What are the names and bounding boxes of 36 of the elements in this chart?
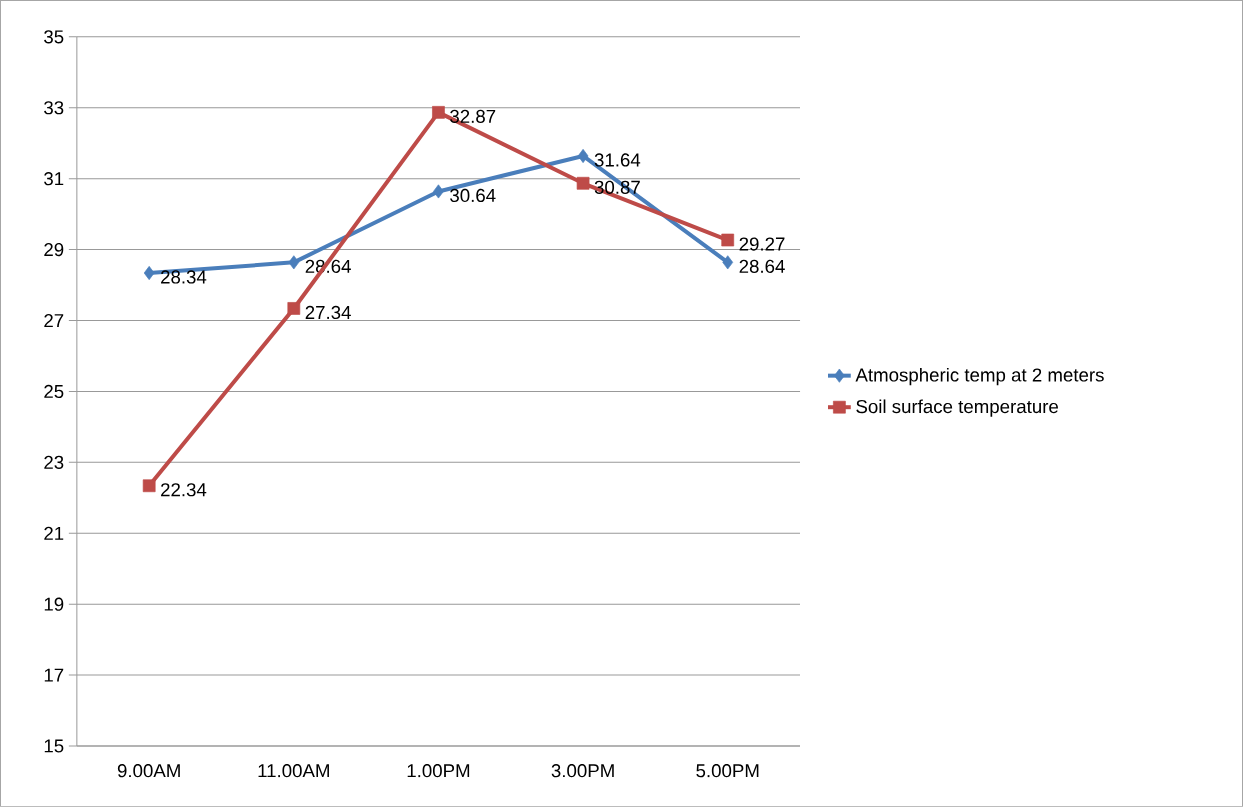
x-tick-label: 11.00AM bbox=[258, 764, 329, 778]
x-tick-label: 3.00PM bbox=[551, 764, 614, 778]
point bbox=[577, 149, 589, 164]
x-tick-label: 5.00PM bbox=[696, 764, 759, 778]
y-tick-label: 35 bbox=[44, 30, 64, 44]
y-tick-label: 15 bbox=[44, 739, 64, 753]
y-tick-label: 21 bbox=[44, 526, 64, 540]
y-tick-label: 23 bbox=[44, 455, 64, 470]
data-label: 27.34 bbox=[305, 305, 351, 320]
y-tick-label: 29 bbox=[44, 243, 64, 257]
point bbox=[288, 255, 300, 270]
y-tick-label: 17 bbox=[44, 668, 64, 682]
data-label: 29.27 bbox=[739, 237, 785, 251]
data-label: 28.64 bbox=[739, 259, 785, 274]
y-tick-label: 27 bbox=[44, 314, 64, 328]
point bbox=[432, 106, 445, 119]
point bbox=[722, 255, 734, 270]
point bbox=[721, 233, 735, 247]
y-tick-label: 19 bbox=[44, 597, 64, 611]
data-label: 30.64 bbox=[450, 188, 496, 203]
y-tick-label: 25 bbox=[44, 384, 64, 399]
point bbox=[287, 302, 301, 315]
legend-label: Atmospheric temp at 2 meters bbox=[855, 367, 1104, 386]
data-label: 28.34 bbox=[161, 270, 207, 284]
data-label: 22.34 bbox=[161, 483, 207, 497]
x-tick-label: 9.00AM bbox=[117, 764, 180, 778]
data-label: 31.64 bbox=[594, 153, 641, 167]
data-label: 32.87 bbox=[450, 109, 496, 124]
x-tick-label: 1.00PM bbox=[407, 764, 470, 778]
point bbox=[142, 479, 156, 493]
y-tick-label: 33 bbox=[44, 101, 64, 115]
point bbox=[143, 266, 155, 281]
point bbox=[576, 177, 590, 190]
point bbox=[433, 184, 444, 199]
legend-label: Soil surface temperature bbox=[856, 399, 1058, 417]
y-tick-label: 31 bbox=[44, 172, 64, 186]
